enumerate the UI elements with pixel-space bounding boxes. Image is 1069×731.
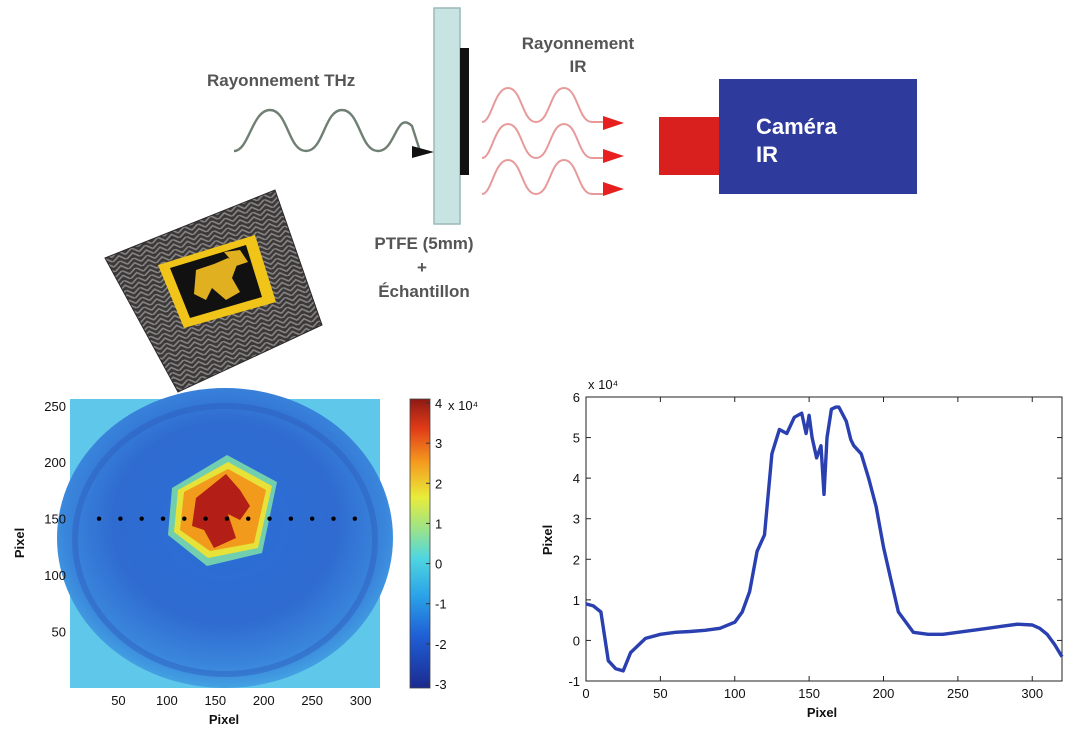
colorbar-tick-label: 1 [435,516,442,531]
heatmap-x-tick-label: 200 [253,693,275,708]
heatmap-y-tick-label: 250 [44,399,66,414]
profile-dot [309,516,315,521]
colorbar-tick-label: 2 [435,476,442,491]
series-line-profile [585,405,1064,673]
line-chart-x-ticks: 0 50 100 150 200 250 300 [582,397,1043,701]
colorbar-tick-label: -3 [435,677,447,692]
heatmap-x-tick-label: 250 [301,693,323,708]
camera-label-line1: Caméra [756,114,837,139]
heatmap-y-tick-label: 100 [44,568,66,583]
line-chart-y-axis-label: Pixel [540,525,555,555]
heatmap-y-tick-label: 150 [44,512,66,527]
ir-waves [481,86,604,196]
colorbar-tick-label: 0 [435,557,442,572]
setup-diagram: Rayonnement THz Rayonnement IR Caméra IR… [207,7,917,301]
line-chart-y-tick-label: 5 [573,431,580,446]
heatmap-x-tick-label: 300 [350,693,372,708]
ir-radiation-label-line1: Rayonnement [522,34,635,53]
line-chart-plot-area [585,396,1063,682]
line-chart-x-axis-label: Pixel [807,705,837,720]
profile-dot [118,516,123,521]
profile-dot [352,516,358,521]
line-chart-x-tick-label: 150 [798,686,820,701]
heatmap-x-tick-label: 150 [204,693,226,708]
sample-label-line1: PTFE (5mm) [374,234,473,253]
ir-arrowhead-3 [603,182,624,196]
line-chart-y-tick-label: 0 [573,633,580,648]
heatmap-sample-region [192,474,250,548]
ir-arrowhead-1 [603,116,624,130]
line-chart-y-tick-label: 2 [573,552,580,567]
sample-photo [104,189,323,393]
heatmap-x-ticks: 50 100 150 200 250 300 [111,693,371,708]
sample-label-line2: + [417,258,427,277]
camera-body [719,79,917,194]
profile-dot [331,516,336,521]
profile-dot [246,516,251,521]
colorbar-exponent-label: x 10⁴ [448,398,478,413]
colorbar-tick-label: 3 [435,436,442,451]
colorbar-ticks: 4 3 2 1 0 -1 -2 -3 [426,396,447,692]
heatmap-x-axis-label: Pixel [209,712,239,727]
heatmap-inner-ring [72,403,378,677]
profile-dot [224,516,230,521]
sample-strip [460,48,469,175]
heatmap-y-tick-label: 50 [52,625,66,640]
colorbar-tick-label: -2 [435,637,447,652]
profile-line-dots [96,516,358,521]
profile-dot [96,516,102,521]
thz-arrowhead [412,146,434,158]
ir-radiation-label-line2: IR [570,57,587,76]
heatmap-y-ticks: 50 100 150 200 250 [44,399,66,640]
line-chart-y-tick-label: -1 [568,674,580,689]
line-chart-y-tick-label: 1 [573,593,580,608]
line-chart-x-tick-label: 300 [1021,686,1043,701]
heatmap-y-tick-label: 200 [44,455,66,470]
profile-dot [182,516,187,521]
line-chart-x-tick-label: 250 [947,686,969,701]
line-chart-y-ticks: 6 5 4 3 2 1 0 -1 [568,390,1062,689]
sample-label-line3: Échantillon [378,282,470,301]
colorbar-tick-label: -1 [435,597,447,612]
profile-dot [139,516,144,521]
profile-dot [160,516,166,521]
colorbar-tick-label: 4 [435,396,442,411]
ptfe-plate [433,7,461,225]
camera-lens [659,117,721,175]
colorbar [409,398,431,689]
line-chart-x-tick-label: 100 [724,686,746,701]
thz-wave [233,108,422,153]
line-chart-y-tick-label: 6 [573,390,580,405]
line-chart-x-tick-label: 200 [873,686,895,701]
heatmap-chart: 50 100 150 200 250 50 100 150 200 250 300 Pixel P… [12,388,478,727]
thz-radiation-label: Rayonnement THz [207,71,355,90]
ir-arrowhead-2 [603,149,624,163]
heatmap-x-tick-label: 50 [111,693,125,708]
profile-dot [267,516,272,521]
profile-dot [288,516,294,521]
line-chart-x-tick-label: 0 [582,686,589,701]
line-chart-exponent-label: x 10⁴ [588,377,618,392]
camera-label-line2: IR [756,142,778,167]
line-chart-y-tick-label: 3 [573,512,580,527]
line-chart-y-tick-label: 4 [573,471,580,486]
heatmap-x-tick-label: 100 [156,693,178,708]
line-chart-x-tick-label: 50 [653,686,667,701]
heatmap-y-axis-label: Pixel [12,528,27,558]
profile-dot [203,516,208,521]
